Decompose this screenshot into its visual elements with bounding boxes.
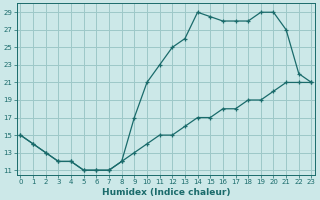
X-axis label: Humidex (Indice chaleur): Humidex (Indice chaleur) xyxy=(102,188,230,197)
